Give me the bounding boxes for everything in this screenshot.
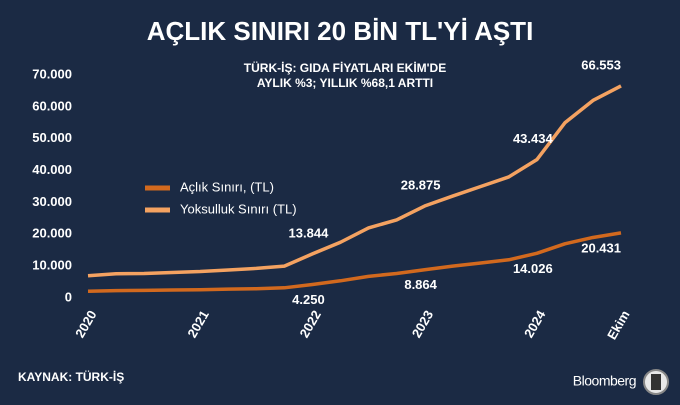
y-tick-label: 0: [65, 289, 72, 304]
logo: [643, 369, 669, 395]
data-label: 4.250: [292, 292, 325, 307]
y-tick-label: 10.000: [32, 258, 72, 273]
data-label: 43.434: [513, 131, 554, 146]
data-label: 28.875: [401, 177, 441, 192]
data-label: 8.864: [404, 277, 437, 292]
series-line: [87, 231, 622, 294]
y-tick-label: 50.000: [32, 130, 72, 145]
data-label: 20.431: [581, 240, 621, 255]
subtitle: TÜRK-İŞ: GIDA FİYATLARI EKİM'DE: [244, 60, 446, 75]
subtitle: AYLIK %3; YILLIK %68,1 ARTTI: [257, 76, 433, 90]
y-tick-label: 20.000: [32, 226, 72, 241]
brand: Bloomberg: [573, 373, 636, 389]
data-label: 14.026: [513, 261, 553, 276]
series-line: [87, 84, 622, 278]
legend-label: Yoksulluk Sınırı (TL): [180, 201, 297, 216]
data-label: 13.844: [289, 225, 330, 240]
data-label: 66.553: [581, 57, 621, 72]
y-tick-label: 30.000: [32, 194, 72, 209]
y-tick-label: 70.000: [32, 66, 72, 81]
y-tick-label: 60.000: [32, 98, 72, 113]
legend-label: Açlık Sınırı, (TL): [180, 179, 274, 194]
chart-title: AÇLIK SINIRI 20 BİN TL'Yİ AŞTI: [147, 16, 534, 46]
source: KAYNAK: TÜRK-İŞ: [18, 369, 124, 384]
y-tick-label: 40.000: [32, 162, 72, 177]
